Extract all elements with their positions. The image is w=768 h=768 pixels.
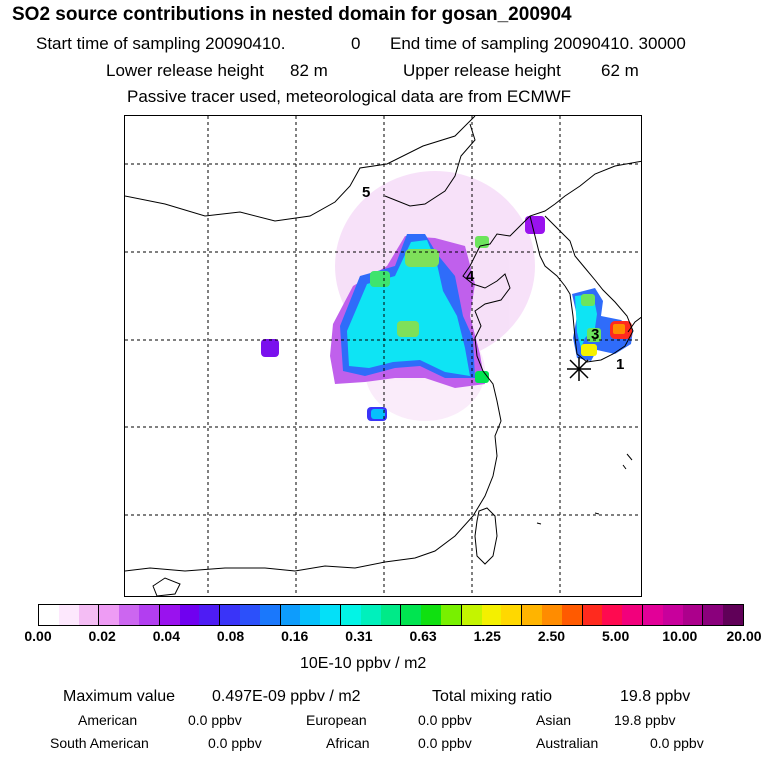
color-scale-cell <box>58 605 79 625</box>
color-scale-cell <box>99 605 120 625</box>
plume-cyan <box>347 240 470 419</box>
region-value-european: 0.0 ppbv <box>418 712 472 728</box>
region-value-south-american: 0.0 ppbv <box>208 735 262 751</box>
color-scale-tick-label: 0.31 <box>345 628 373 644</box>
color-scale-cell <box>522 605 542 625</box>
color-scale-tick-label: 0.04 <box>152 628 180 644</box>
color-scale-cell <box>138 605 160 625</box>
color-scale-cell <box>461 605 482 625</box>
region-value-asian: 19.8 ppbv <box>614 712 676 728</box>
color-scale-cell <box>300 605 321 625</box>
color-scale-cell <box>39 605 59 625</box>
color-scale-bar <box>38 604 744 626</box>
color-scale-cell <box>501 605 523 625</box>
region-label-1: 1 <box>616 356 625 373</box>
region-value-american: 0.0 ppbv <box>188 712 242 728</box>
color-scale-cell <box>481 605 502 625</box>
coastlines <box>125 116 641 596</box>
lower-height-value: 82 m <box>290 61 328 80</box>
color-scale-tick-label: 1.25 <box>473 628 501 644</box>
color-scale-cell <box>662 605 683 625</box>
color-scale-tick-label: 0.08 <box>216 628 245 644</box>
region-name-american: American <box>78 712 138 728</box>
region-name-european: European <box>306 712 367 728</box>
color-scale-tick-label: 0.02 <box>88 628 116 644</box>
color-scale-cell <box>703 605 724 625</box>
color-scale-cell <box>320 605 341 625</box>
color-scale-tick-label: 0.00 <box>24 628 52 644</box>
region-name-australian: Australian <box>536 735 599 751</box>
region-name-south-american: South American <box>50 735 149 751</box>
total-mixing-label: Total mixing ratio <box>432 688 553 705</box>
color-scale-cell <box>642 605 663 625</box>
color-scale-cell <box>280 605 301 625</box>
color-scale-cell <box>78 605 100 625</box>
color-scale-tick-label: 5.00 <box>602 628 630 644</box>
color-scale-cell <box>360 605 381 625</box>
upper-height-label: Upper release height <box>403 61 561 80</box>
max-value: 0.497E-09 ppbv / m2 <box>212 688 361 705</box>
color-scale-cell <box>119 605 139 625</box>
lower-height-label: Lower release height <box>106 61 264 80</box>
color-scale-tick-label: 0.63 <box>409 628 437 644</box>
color-scale-cell <box>199 605 221 625</box>
color-scale-tick-label: 2.50 <box>537 628 566 644</box>
max-value-label: Maximum value <box>63 688 176 705</box>
color-scale-unit: 10E-10 ppbv / m2 <box>300 655 427 672</box>
color-scale-cell <box>682 605 704 625</box>
plume-korea <box>572 288 633 361</box>
color-scale-cell <box>220 605 240 625</box>
color-scale-cell <box>440 605 462 625</box>
color-scale-cell <box>582 605 603 625</box>
color-scale-cell <box>622 605 643 625</box>
region-name-african: African <box>326 735 370 751</box>
start-time-label: Start time of sampling 20090410. <box>36 34 286 53</box>
graticule <box>125 116 641 596</box>
color-scale-tick-label: 0.16 <box>281 628 309 644</box>
color-scale-tick-label: 20.00 <box>726 628 762 644</box>
color-scale-tick-label: 10.00 <box>662 628 698 644</box>
map-title: SO2 source contributions in nested domai… <box>12 4 572 25</box>
total-mixing-value: 19.8 ppbv <box>620 688 691 705</box>
color-scale-cell <box>179 605 200 625</box>
color-scale-cell <box>602 605 623 625</box>
color-scale-cell <box>259 605 281 625</box>
region-label-3: 3 <box>591 326 600 343</box>
color-scale-cell <box>239 605 260 625</box>
color-scale-cell <box>421 605 441 625</box>
color-scale-cell <box>723 605 743 625</box>
map-canvas <box>125 116 641 596</box>
region-label-5: 5 <box>362 184 371 201</box>
color-scale-cell <box>401 605 422 625</box>
color-scale-cell <box>159 605 180 625</box>
color-scale-cell <box>340 605 361 625</box>
end-time-label: End time of sampling 20090410. 30000 <box>390 34 686 53</box>
region-value-african: 0.0 ppbv <box>418 735 472 751</box>
color-scale-cell <box>541 605 562 625</box>
color-scale-cell <box>561 605 583 625</box>
star-asterisk-icon <box>567 357 591 381</box>
region-name-asian: Asian <box>536 712 572 728</box>
region-label-4: 4 <box>466 268 475 285</box>
contribution-map: 1 3 4 5 <box>124 115 642 597</box>
region-value-australian: 0.0 ppbv <box>650 735 704 751</box>
upper-height-value: 62 m <box>601 61 639 80</box>
color-scale-cell <box>380 605 402 625</box>
start-time-value: 0 <box>351 34 361 53</box>
tracer-note: Passive tracer used, meteorological data… <box>127 87 572 106</box>
